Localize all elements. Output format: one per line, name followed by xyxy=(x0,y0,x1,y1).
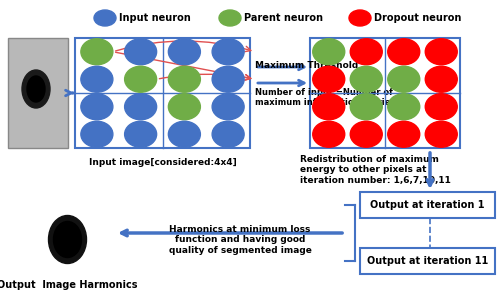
Ellipse shape xyxy=(168,94,200,120)
Ellipse shape xyxy=(212,121,244,147)
Ellipse shape xyxy=(388,66,420,92)
Ellipse shape xyxy=(212,94,244,120)
Text: Output  Image Harmonics: Output Image Harmonics xyxy=(0,280,138,290)
Ellipse shape xyxy=(219,10,241,26)
Ellipse shape xyxy=(124,121,156,147)
Ellipse shape xyxy=(124,66,156,92)
Ellipse shape xyxy=(313,94,345,120)
Ellipse shape xyxy=(388,39,420,65)
Ellipse shape xyxy=(388,121,420,147)
Ellipse shape xyxy=(350,94,382,120)
Ellipse shape xyxy=(81,66,113,92)
Ellipse shape xyxy=(350,66,382,92)
Ellipse shape xyxy=(313,66,345,92)
Ellipse shape xyxy=(81,39,113,65)
FancyBboxPatch shape xyxy=(360,248,495,274)
Ellipse shape xyxy=(81,121,113,147)
Text: Parent neuron: Parent neuron xyxy=(244,13,323,23)
FancyBboxPatch shape xyxy=(310,38,460,148)
Ellipse shape xyxy=(425,66,457,92)
Ellipse shape xyxy=(425,94,457,120)
Ellipse shape xyxy=(425,121,457,147)
Text: Output at iteration 11: Output at iteration 11 xyxy=(367,256,488,266)
FancyBboxPatch shape xyxy=(75,38,250,148)
Text: Maximum Threshold: Maximum Threshold xyxy=(255,61,358,70)
Ellipse shape xyxy=(168,121,200,147)
Ellipse shape xyxy=(350,121,382,147)
Text: Dropout neuron: Dropout neuron xyxy=(374,13,462,23)
Ellipse shape xyxy=(124,39,156,65)
Ellipse shape xyxy=(349,10,371,26)
Text: Harmonics at minimum loss
function and having good
quality of segmented image: Harmonics at minimum loss function and h… xyxy=(168,225,312,255)
Text: Input image[considered:4x4]: Input image[considered:4x4] xyxy=(88,158,236,167)
Ellipse shape xyxy=(388,94,420,120)
Ellipse shape xyxy=(212,66,244,92)
Ellipse shape xyxy=(81,94,113,120)
FancyBboxPatch shape xyxy=(360,192,495,218)
FancyBboxPatch shape xyxy=(8,38,68,148)
Ellipse shape xyxy=(27,76,45,102)
Ellipse shape xyxy=(54,221,82,258)
Ellipse shape xyxy=(168,66,200,92)
Ellipse shape xyxy=(48,216,86,263)
Ellipse shape xyxy=(425,39,457,65)
Text: Number of input =Number of
maximum information carries: Number of input =Number of maximum infor… xyxy=(255,88,395,107)
Ellipse shape xyxy=(313,39,345,65)
Text: Output at iteration 1: Output at iteration 1 xyxy=(370,200,485,210)
Ellipse shape xyxy=(124,94,156,120)
Text: Input neuron: Input neuron xyxy=(119,13,191,23)
Ellipse shape xyxy=(313,121,345,147)
Text: Redistribution of maximum
energy to other pixels at
iteration number: 1,6,7,10,1: Redistribution of maximum energy to othe… xyxy=(300,155,451,185)
Ellipse shape xyxy=(212,39,244,65)
Ellipse shape xyxy=(168,39,200,65)
Ellipse shape xyxy=(350,39,382,65)
Ellipse shape xyxy=(22,70,50,108)
Ellipse shape xyxy=(94,10,116,26)
